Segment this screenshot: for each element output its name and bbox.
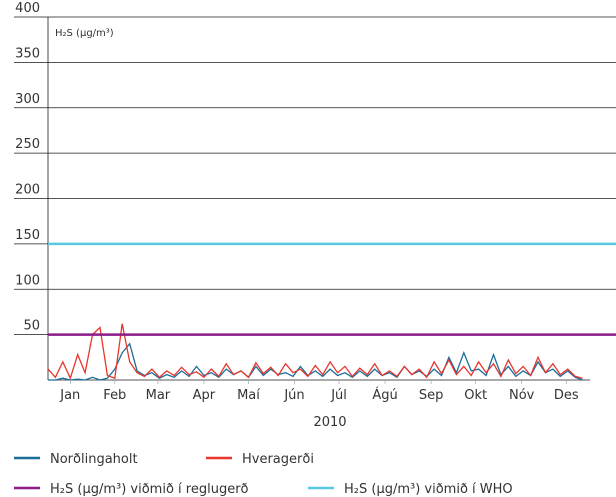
series-line <box>48 342 583 381</box>
y-tick-label: 300 <box>15 92 40 107</box>
x-tick-label: Des <box>554 388 579 403</box>
legend-label: Hveragerði <box>242 452 314 467</box>
x-tick-label: Jún <box>283 388 304 403</box>
legend-label: H₂S (μg/m³) viðmið í WHO <box>344 482 513 497</box>
y-tick-label: 200 <box>15 183 40 198</box>
x-axis-label: 2010 <box>313 415 346 430</box>
y-tick-label: 50 <box>23 319 40 334</box>
y-tick-label: 250 <box>15 137 40 152</box>
series-line <box>47 323 583 381</box>
x-tick-label: Apr <box>193 388 216 403</box>
x-tick-label: Sep <box>419 388 444 403</box>
x-tick-label: Okt <box>464 388 487 403</box>
x-tick-label: Maí <box>237 388 260 403</box>
y-tick-label: 100 <box>15 273 40 288</box>
y-axis-label: H₂S (μg/m³) <box>55 28 114 39</box>
y-tick-label: 150 <box>15 228 40 243</box>
legend-label: H₂S (μg/m³) viðmið í reglugerð <box>50 482 249 497</box>
x-tick-label: Ágú <box>372 387 397 403</box>
legend-label: Norðlingaholt <box>50 452 138 467</box>
y-tick-label: 350 <box>15 46 40 61</box>
x-tick-label: Mar <box>146 388 171 403</box>
x-tick-label: Jan <box>59 388 80 403</box>
x-tick-label: Feb <box>103 388 126 403</box>
y-tick-label: 400 <box>15 1 40 16</box>
x-tick-label: Júl <box>330 388 347 403</box>
x-tick-label: Nóv <box>509 388 535 403</box>
